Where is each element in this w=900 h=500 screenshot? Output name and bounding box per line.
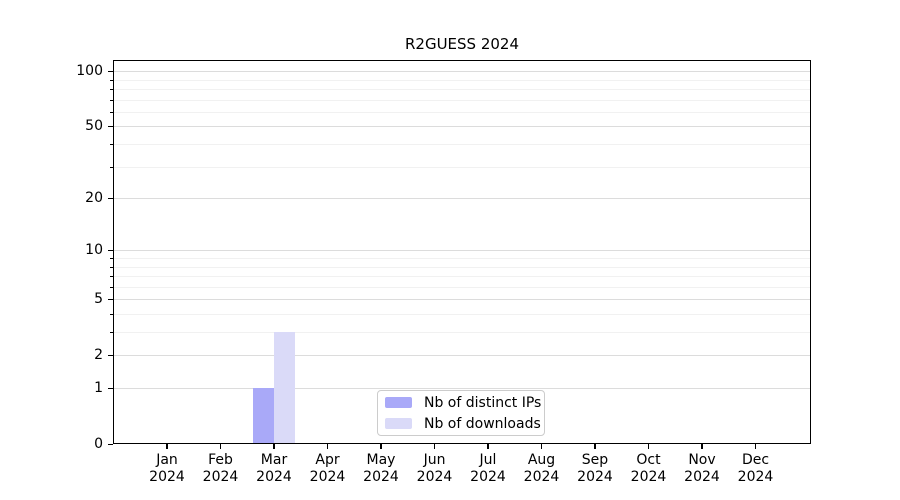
gridline-minor	[114, 266, 810, 268]
gridline-minor	[114, 332, 810, 333]
legend-entry-distinct-ips: Nb of distinct IPs	[385, 395, 544, 411]
x-tick-label: May 2024	[363, 452, 399, 485]
y-tick-label: 50	[85, 118, 103, 135]
x-tick	[647, 444, 650, 449]
x-tick-label: Apr 2024	[309, 452, 346, 485]
y-tick-label: 2	[94, 347, 103, 364]
gridline-minor	[114, 313, 810, 315]
y-tick	[108, 387, 113, 389]
gridline-major	[114, 299, 810, 301]
legend: Nb of distinct IPs Nb of downloads	[377, 390, 545, 436]
bar-distinct-ips-mar	[253, 388, 274, 443]
plot-area	[113, 60, 811, 444]
x-tick	[433, 444, 436, 449]
y-tick-label: 10	[85, 242, 103, 259]
y-minor-tick	[110, 79, 113, 81]
x-tick-label: Jul 2024	[470, 452, 506, 485]
y-tick-label: 20	[85, 190, 103, 207]
legend-label-downloads: Nb of downloads	[424, 415, 541, 432]
x-tick	[594, 444, 596, 449]
y-minor-tick	[110, 99, 113, 101]
y-minor-tick	[110, 276, 113, 278]
gridline-minor	[114, 89, 810, 90]
x-tick-label: Jan 2024	[149, 452, 185, 485]
gridline-major	[114, 355, 810, 357]
y-tick-label: 1	[94, 380, 103, 396]
y-tick	[108, 197, 113, 200]
y-minor-tick	[110, 111, 113, 113]
gridline-minor	[114, 79, 810, 81]
x-tick	[166, 444, 168, 449]
y-tick-label: 5	[94, 291, 103, 308]
x-tick	[701, 444, 703, 449]
legend-entry-downloads: Nb of downloads	[385, 416, 544, 432]
gridline-minor	[114, 111, 810, 113]
legend-swatch-distinct-ips	[385, 397, 412, 408]
y-tick-label: 0	[94, 436, 103, 452]
gridline-minor	[114, 166, 810, 168]
x-tick	[219, 444, 222, 449]
x-tick	[380, 444, 382, 449]
y-minor-tick	[110, 257, 113, 259]
gridline-minor	[114, 99, 810, 101]
y-minor-tick	[110, 89, 113, 90]
y-tick	[108, 298, 113, 301]
x-tick-label: Jun 2024	[416, 452, 453, 485]
y-tick	[108, 125, 113, 128]
gridline-major	[114, 198, 810, 200]
y-minor-tick	[110, 144, 113, 145]
x-tick	[326, 444, 329, 449]
y-tick	[108, 249, 113, 252]
y-minor-tick	[110, 166, 113, 168]
gridline-major	[114, 126, 810, 128]
y-tick	[108, 354, 113, 357]
y-tick-label: 100	[76, 63, 103, 80]
gridline-minor	[114, 257, 810, 259]
y-minor-tick	[110, 332, 113, 333]
y-minor-tick	[110, 266, 113, 268]
legend-swatch-downloads	[385, 418, 412, 429]
gridline-minor	[114, 286, 810, 288]
x-tick-label: Feb 2024	[202, 452, 239, 485]
x-tick	[487, 444, 489, 449]
y-tick	[108, 443, 113, 445]
x-tick-label: Dec 2024	[737, 452, 774, 485]
x-tick	[273, 444, 275, 449]
legend-label-distinct-ips: Nb of distinct IPs	[424, 394, 542, 411]
x-tick-label: Mar 2024	[256, 452, 292, 485]
chart-title: R2GUESS 2024	[404, 35, 520, 53]
x-tick	[754, 444, 757, 449]
x-tick-label: Oct 2024	[630, 452, 667, 485]
gridline-minor	[114, 144, 810, 145]
gridline-major	[114, 250, 810, 252]
gridline-major	[114, 388, 810, 389]
x-tick-label: Nov 2024	[684, 452, 720, 485]
bar-downloads-mar	[274, 332, 295, 443]
x-tick-label: Sep 2024	[577, 452, 613, 485]
gridline-major	[114, 71, 810, 73]
x-tick-label: Aug 2024	[523, 452, 560, 485]
gridline-minor	[114, 276, 810, 278]
x-tick	[540, 444, 543, 449]
y-minor-tick	[110, 313, 113, 315]
y-minor-tick	[110, 286, 113, 288]
y-tick	[108, 70, 113, 73]
